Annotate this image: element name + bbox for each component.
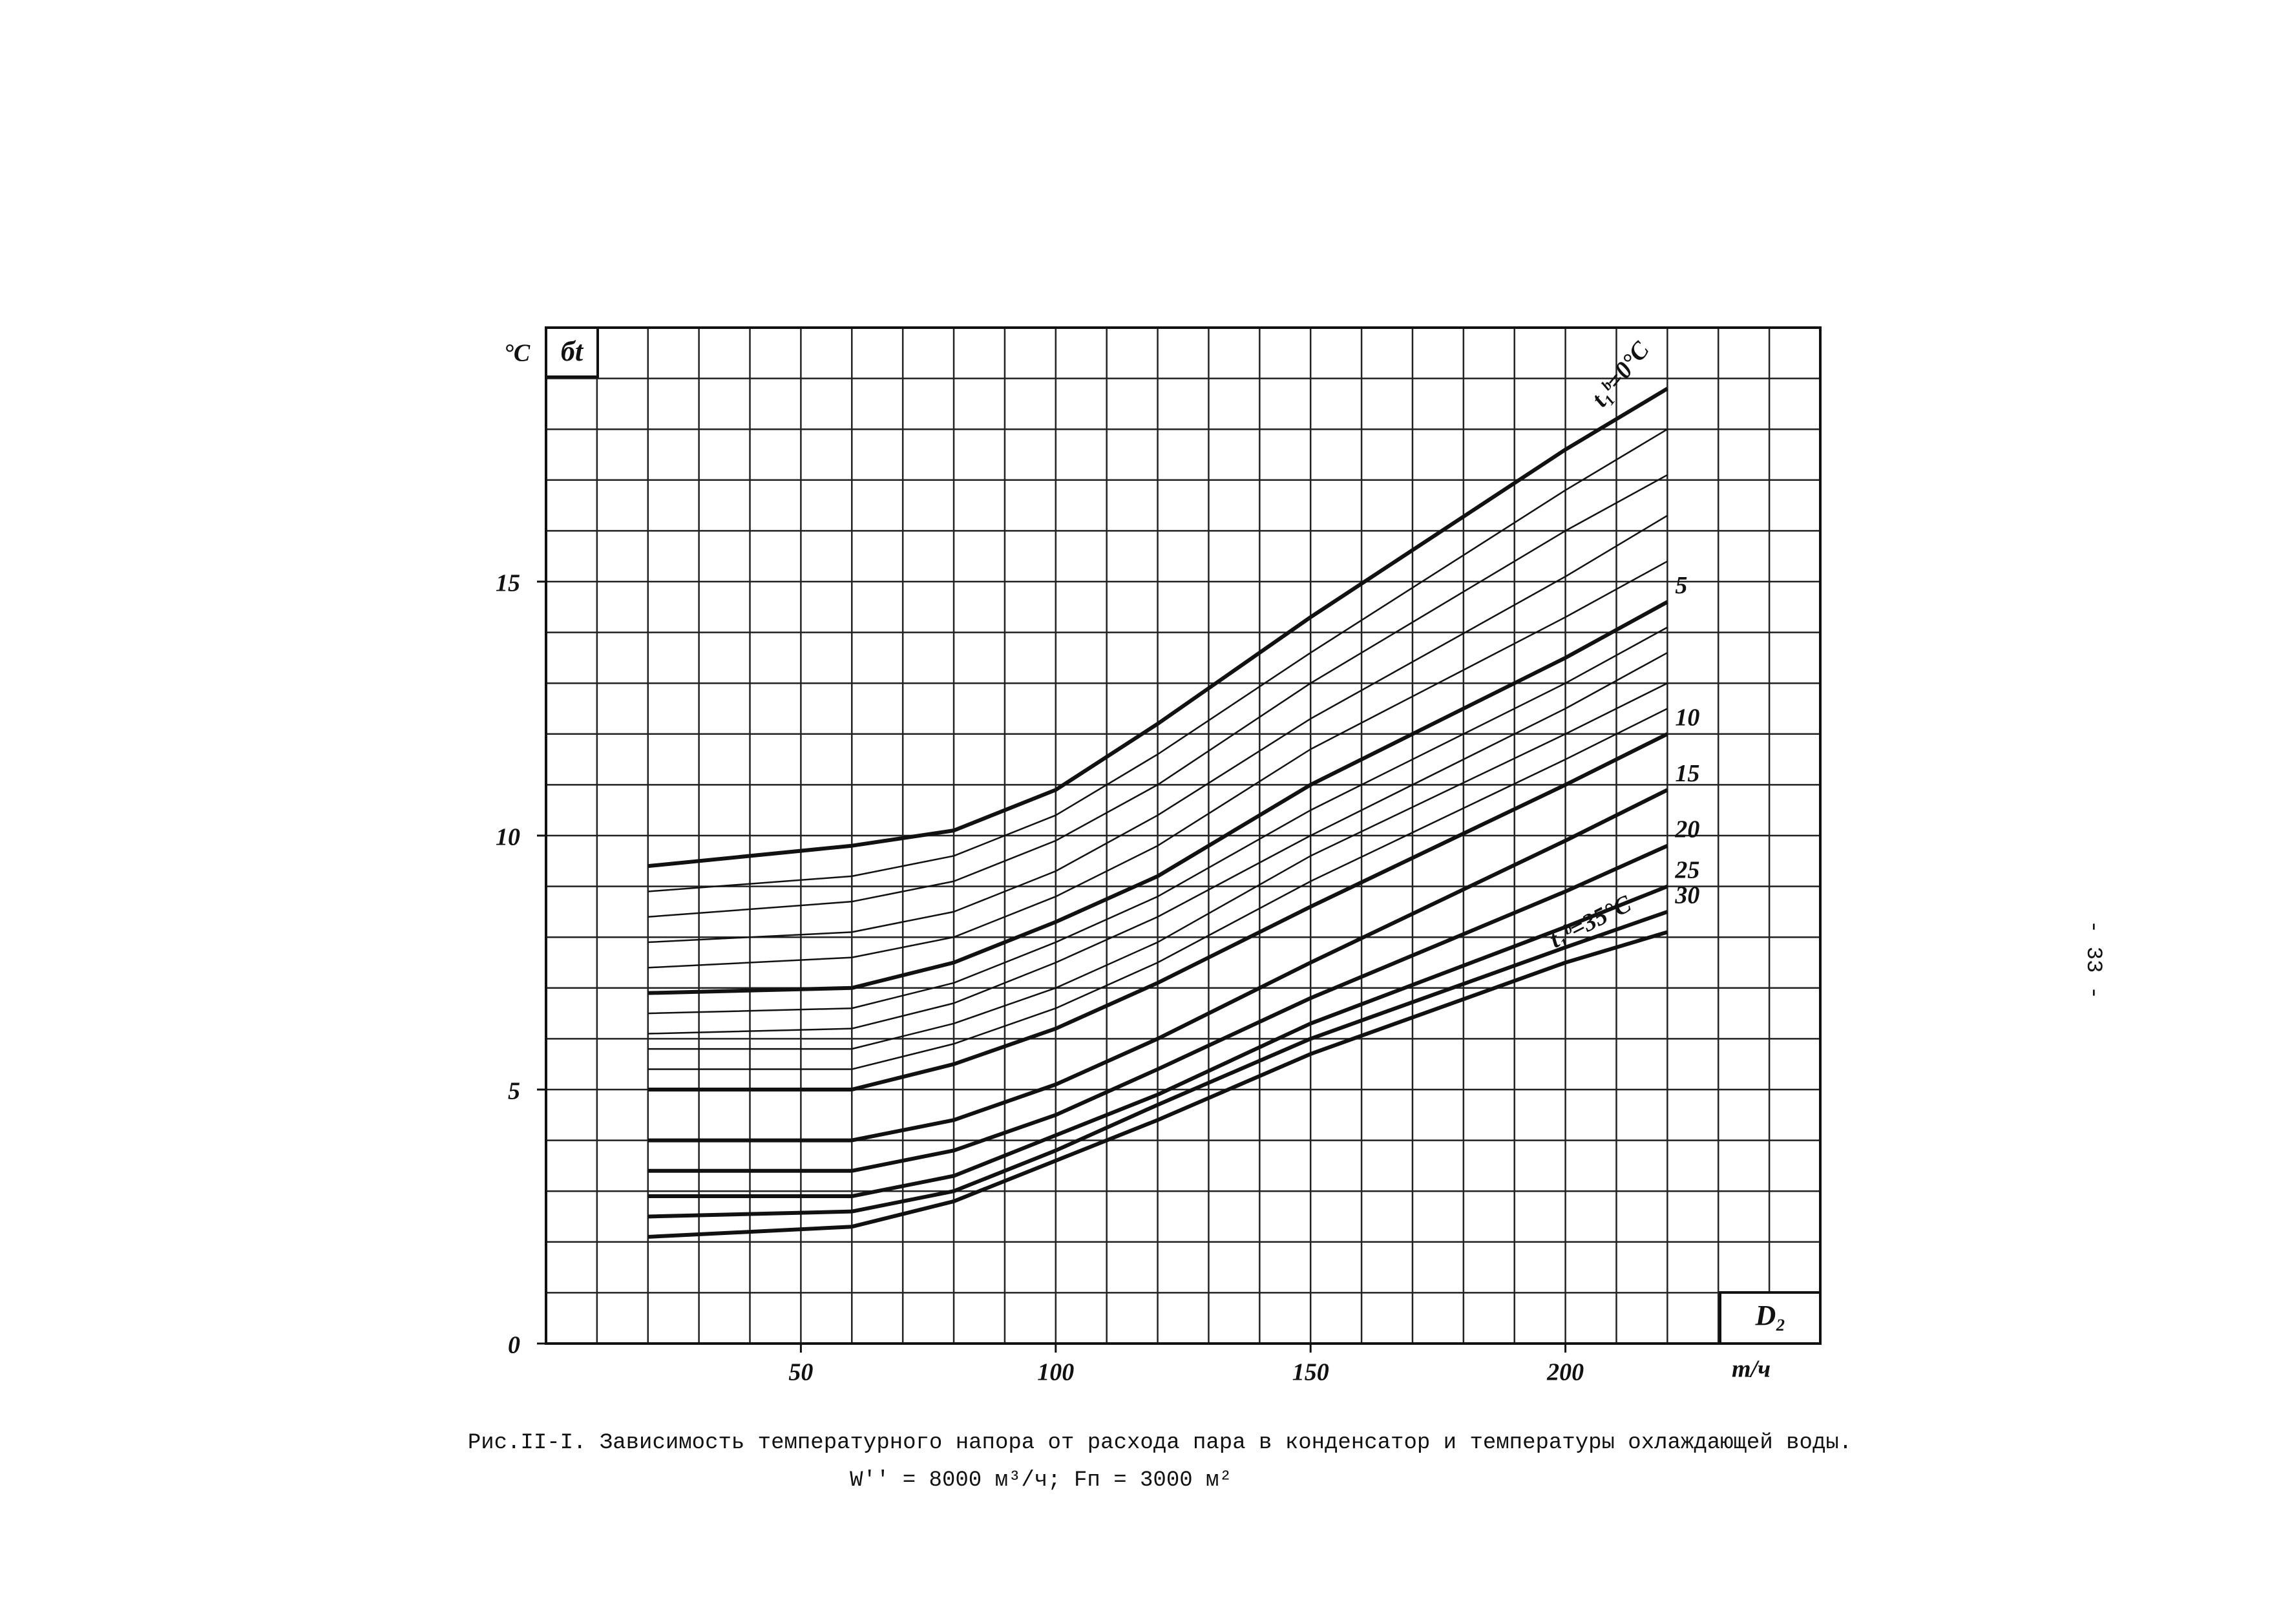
- x-unit: т/ч: [1732, 1356, 1771, 1383]
- curve-label: 30: [1674, 882, 1699, 909]
- x-tick-label: 100: [1037, 1359, 1074, 1386]
- curve: [647, 626, 1668, 1015]
- curve-label: 25: [1674, 856, 1699, 883]
- x-label-box: [1719, 1291, 1822, 1345]
- curve: [647, 428, 1668, 892]
- y-label-box: [545, 326, 599, 378]
- y-tick-label: 10: [496, 824, 520, 851]
- curve-label: 20: [1674, 816, 1699, 843]
- page-number: - 33 -: [2081, 920, 2105, 999]
- curve-label: 5: [1675, 572, 1687, 599]
- curve: [647, 560, 1668, 969]
- curve: [647, 843, 1668, 1173]
- curve: [647, 682, 1668, 1050]
- curve: [647, 788, 1668, 1143]
- curve-label: 15: [1675, 760, 1699, 787]
- y-tick-label: 5: [508, 1078, 520, 1105]
- y-unit: °C: [504, 340, 531, 367]
- y-tick-label: 0: [508, 1332, 520, 1359]
- y-tick-label: 15: [496, 570, 520, 597]
- curve: [647, 386, 1668, 869]
- curve: [647, 651, 1668, 1035]
- curve: [647, 708, 1668, 1070]
- curve: [647, 884, 1668, 1199]
- caption: Рис.II-I. Зависимость температурного нап…: [468, 1431, 1852, 1455]
- x-tick-label: 50: [788, 1359, 813, 1386]
- caption-formula: W'' = 8000 м³/ч; Fп = 3000 м²: [850, 1468, 1232, 1493]
- x-tick-label: 200: [1546, 1359, 1584, 1386]
- curve: [647, 930, 1668, 1239]
- curve: [647, 600, 1668, 995]
- curve: [647, 732, 1668, 1091]
- x-tick-label: 150: [1292, 1359, 1329, 1386]
- y-label: бt: [561, 335, 584, 367]
- curve: [647, 474, 1668, 918]
- curve: [647, 910, 1668, 1219]
- curve: [647, 514, 1668, 944]
- curve-label: 10: [1675, 704, 1699, 732]
- x-label: D₂: [1754, 1300, 1785, 1331]
